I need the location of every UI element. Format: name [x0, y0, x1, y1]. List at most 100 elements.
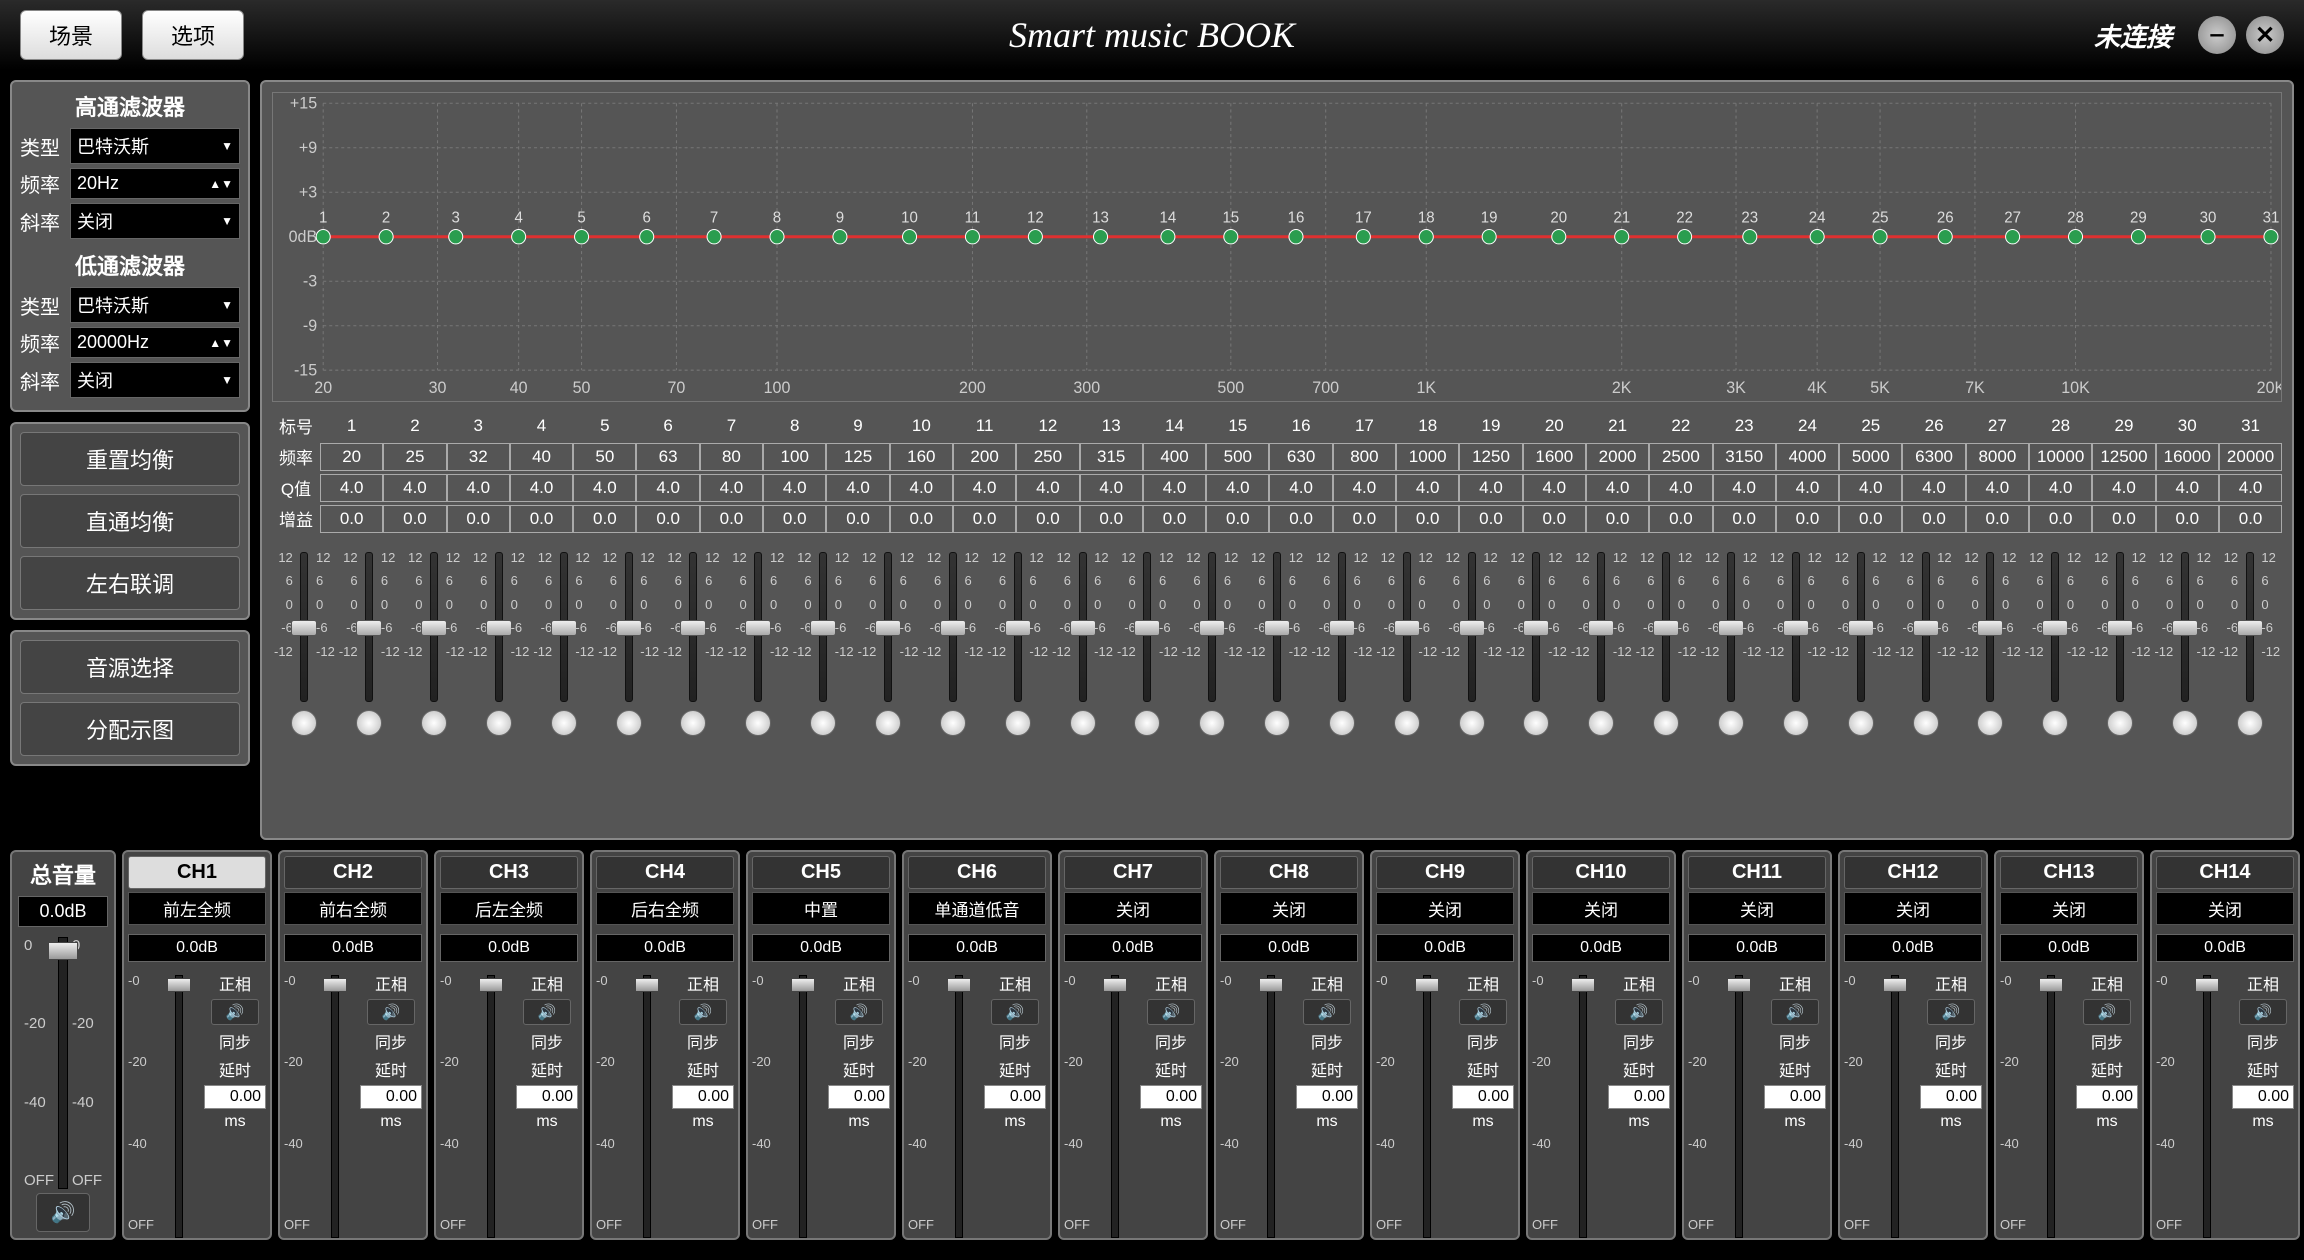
- fader-knob[interactable]: [421, 710, 447, 736]
- channel-select-button[interactable]: CH8: [1220, 856, 1358, 889]
- fader-track[interactable]: [625, 552, 633, 702]
- routing-diagram-button[interactable]: 分配示图: [20, 702, 240, 756]
- eq-gain-cell[interactable]: 0.0: [2219, 505, 2282, 533]
- phase-label[interactable]: 正相: [219, 971, 251, 995]
- eq-freq-cell[interactable]: 500: [1206, 443, 1269, 471]
- fader-track[interactable]: [1597, 552, 1605, 702]
- hp-type-select[interactable]: 巴特沃斯▼: [70, 128, 240, 164]
- eq-q-cell[interactable]: 4.0: [1839, 474, 1902, 502]
- channel-select-button[interactable]: CH2: [284, 856, 422, 889]
- fader-knob[interactable]: [486, 710, 512, 736]
- fader-knob[interactable]: [551, 710, 577, 736]
- fader-thumb[interactable]: [2042, 620, 2068, 636]
- fader-track[interactable]: [1532, 552, 1540, 702]
- options-button[interactable]: 选项: [142, 10, 244, 60]
- eq-fader[interactable]: 1260-6-121260-6-12: [661, 546, 726, 828]
- fader-knob[interactable]: [1134, 710, 1160, 736]
- channel-fader[interactable]: [1248, 971, 1294, 1234]
- eq-fader[interactable]: 1260-6-121260-6-12: [402, 546, 467, 828]
- fader-thumb[interactable]: [356, 620, 382, 636]
- fader-knob[interactable]: [1848, 710, 1874, 736]
- fader-thumb[interactable]: [2172, 620, 2198, 636]
- fader-thumb[interactable]: [810, 620, 836, 636]
- eq-gain-cell[interactable]: 0.0: [1966, 505, 2029, 533]
- eq-freq-cell[interactable]: 250: [1016, 443, 1079, 471]
- channel-select-button[interactable]: CH5: [752, 856, 890, 889]
- delay-input[interactable]: 0.00: [1920, 1085, 1982, 1109]
- channel-db[interactable]: 0.0dB: [596, 934, 734, 962]
- fader-thumb[interactable]: [1913, 620, 1939, 636]
- hp-slope-select[interactable]: 关闭▼: [70, 203, 240, 239]
- channel-select-button[interactable]: CH11: [1688, 856, 1826, 889]
- eq-gain-cell[interactable]: 0.0: [1143, 505, 1206, 533]
- eq-freq-cell[interactable]: 2500: [1649, 443, 1712, 471]
- eq-freq-cell[interactable]: 1000: [1396, 443, 1459, 471]
- channel-mode[interactable]: 关闭: [2156, 892, 2294, 925]
- channel-select-button[interactable]: CH3: [440, 856, 578, 889]
- fader-knob[interactable]: [940, 710, 966, 736]
- channel-mode[interactable]: 关闭: [1532, 892, 1670, 925]
- eq-fader[interactable]: 1260-6-121260-6-12: [1115, 546, 1180, 828]
- eq-q-cell[interactable]: 4.0: [2219, 474, 2282, 502]
- fader-knob[interactable]: [616, 710, 642, 736]
- phase-label[interactable]: 正相: [375, 971, 407, 995]
- sync-label[interactable]: 同步: [1623, 1029, 1655, 1053]
- delay-input[interactable]: 0.00: [984, 1085, 1046, 1109]
- fader-knob[interactable]: [2237, 710, 2263, 736]
- eq-freq-cell[interactable]: 16000: [2156, 443, 2219, 471]
- eq-gain-cell[interactable]: 0.0: [510, 505, 573, 533]
- eq-freq-cell[interactable]: 1250: [1459, 443, 1522, 471]
- eq-freq-cell[interactable]: 100: [763, 443, 826, 471]
- eq-fader[interactable]: 1260-6-121260-6-12: [1893, 546, 1958, 828]
- channel-select-button[interactable]: CH14: [2156, 856, 2294, 889]
- fader-track[interactable]: [1468, 552, 1476, 702]
- channel-select-button[interactable]: CH1: [128, 856, 266, 889]
- source-select-button[interactable]: 音源选择: [20, 640, 240, 694]
- fader-thumb[interactable]: [1459, 620, 1485, 636]
- fader-knob[interactable]: [1653, 710, 1679, 736]
- channel-db[interactable]: 0.0dB: [1688, 934, 1826, 962]
- eq-fader[interactable]: 1260-6-121260-6-12: [2088, 546, 2153, 828]
- fader-track[interactable]: [1922, 552, 1930, 702]
- channel-mode[interactable]: 关闭: [2000, 892, 2138, 925]
- eq-fader[interactable]: 1260-6-121260-6-12: [531, 546, 596, 828]
- eq-q-cell[interactable]: 4.0: [636, 474, 699, 502]
- eq-gain-cell[interactable]: 0.0: [890, 505, 953, 533]
- channel-fader[interactable]: [2028, 971, 2074, 1234]
- fader-thumb[interactable]: [680, 620, 706, 636]
- sync-label[interactable]: 同步: [687, 1029, 719, 1053]
- master-db[interactable]: 0.0dB: [18, 896, 108, 927]
- eq-q-cell[interactable]: 4.0: [1016, 474, 1079, 502]
- eq-q-cell[interactable]: 4.0: [1966, 474, 2029, 502]
- eq-gain-cell[interactable]: 0.0: [1776, 505, 1839, 533]
- fader-track[interactable]: [1079, 552, 1087, 702]
- channel-mute-button[interactable]: 🔊: [2239, 999, 2287, 1025]
- eq-q-cell[interactable]: 4.0: [700, 474, 763, 502]
- hp-freq-select[interactable]: 20Hz▲▼: [70, 168, 240, 199]
- eq-freq-cell[interactable]: 40: [510, 443, 573, 471]
- sync-label[interactable]: 同步: [2247, 1029, 2279, 1053]
- fader-thumb[interactable]: [1070, 620, 1096, 636]
- fader-thumb[interactable]: [1199, 620, 1225, 636]
- eq-freq-cell[interactable]: 6300: [1902, 443, 1965, 471]
- fader-thumb[interactable]: [291, 620, 317, 636]
- eq-gain-cell[interactable]: 0.0: [1839, 505, 1902, 533]
- fader-thumb[interactable]: [2237, 620, 2263, 636]
- eq-fader[interactable]: 1260-6-121260-6-12: [2152, 546, 2217, 828]
- fader-knob[interactable]: [1913, 710, 1939, 736]
- eq-fader[interactable]: 1260-6-121260-6-12: [1763, 546, 1828, 828]
- fader-track[interactable]: [1792, 552, 1800, 702]
- fader-track[interactable]: [754, 552, 762, 702]
- channel-select-button[interactable]: CH9: [1376, 856, 1514, 889]
- eq-fader[interactable]: 1260-6-121260-6-12: [2217, 546, 2282, 828]
- channel-fader[interactable]: [468, 971, 514, 1234]
- eq-gain-cell[interactable]: 0.0: [1206, 505, 1269, 533]
- channel-mode[interactable]: 前左全频: [128, 892, 266, 925]
- channel-db[interactable]: 0.0dB: [2156, 934, 2294, 962]
- fader-thumb[interactable]: [551, 620, 577, 636]
- eq-gain-cell[interactable]: 0.0: [700, 505, 763, 533]
- delay-input[interactable]: 0.00: [360, 1085, 422, 1109]
- sync-label[interactable]: 同步: [1311, 1029, 1343, 1053]
- eq-gain-cell[interactable]: 0.0: [826, 505, 889, 533]
- fader-knob[interactable]: [2172, 710, 2198, 736]
